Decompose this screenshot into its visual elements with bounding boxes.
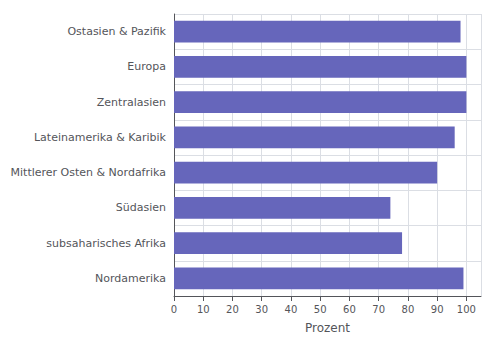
svg-text:20: 20 <box>226 304 239 315</box>
svg-text:40: 40 <box>285 304 298 315</box>
svg-text:90: 90 <box>431 304 444 315</box>
svg-text:Nordamerika: Nordamerika <box>95 272 166 285</box>
svg-text:subsaharisches Afrika: subsaharisches Afrika <box>46 237 166 250</box>
svg-text:0: 0 <box>171 304 177 315</box>
svg-text:Zentralasien: Zentralasien <box>97 96 166 109</box>
svg-text:Lateinamerika & Karibik: Lateinamerika & Karibik <box>34 131 167 144</box>
svg-text:60: 60 <box>343 304 356 315</box>
svg-text:Südasien: Südasien <box>116 201 166 214</box>
svg-text:30: 30 <box>255 304 268 315</box>
svg-text:100: 100 <box>457 304 476 315</box>
svg-text:10: 10 <box>197 304 210 315</box>
svg-text:70: 70 <box>372 304 385 315</box>
svg-text:80: 80 <box>402 304 415 315</box>
svg-text:Mittlerer Osten & Nordafrika: Mittlerer Osten & Nordafrika <box>11 166 166 179</box>
svg-text:Ostasien & Pazifik: Ostasien & Pazifik <box>67 25 166 38</box>
svg-text:50: 50 <box>314 304 327 315</box>
svg-text:Europa: Europa <box>127 60 166 73</box>
svg-text:Prozent: Prozent <box>305 321 350 335</box>
